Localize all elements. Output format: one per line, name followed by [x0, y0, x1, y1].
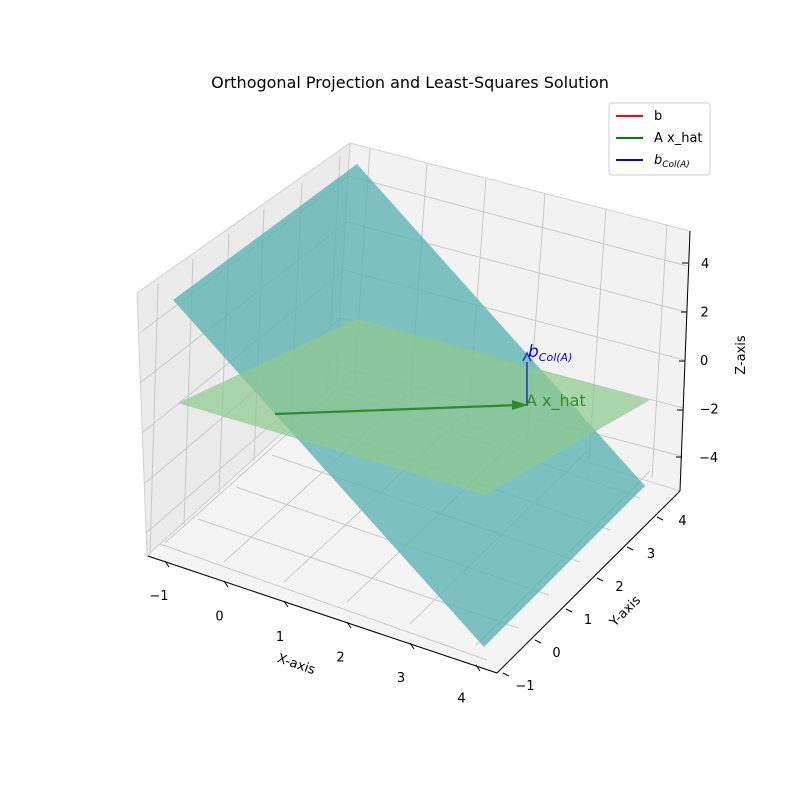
legend: b A x_hat bCol(A): [608, 102, 711, 176]
vector-b-col-arrowhead: [522, 351, 532, 362]
y-tick-labels: −1 0 1 2 3 4: [515, 514, 686, 694]
y-axis-line: [496, 490, 681, 674]
y-tick-label: 4: [678, 514, 686, 529]
z-tick-label: 4: [701, 257, 709, 272]
x-axis-label: X-axis: [275, 651, 317, 678]
x-tick-mark: [475, 664, 481, 672]
legend-box: [608, 102, 711, 176]
grid-left-v: [149, 283, 159, 554]
x-tick-mark: [223, 580, 229, 588]
x-tick-label: 2: [336, 651, 344, 666]
x-tick-labels: −1 0 1 2 3 4: [149, 589, 465, 707]
surfaces: [173, 164, 650, 647]
y-tick-mark: [534, 639, 542, 644]
y-tick-label: 1: [584, 613, 592, 628]
z-tick-label: −4: [699, 451, 718, 466]
legend-items: b A x_hat bCol(A): [616, 109, 703, 170]
vector-ax-hat-arrowhead: [512, 400, 528, 410]
y-tick-label: 2: [615, 580, 623, 595]
z-axis-label: Z-axis: [734, 335, 749, 375]
grid-back-v: [651, 223, 668, 479]
y-tick-label: 0: [552, 646, 560, 661]
x-tick-label: 4: [457, 692, 465, 707]
surface-plane-2: [178, 319, 650, 495]
legend-label: bCol(A): [654, 153, 690, 170]
z-tick-label: −2: [700, 403, 719, 418]
vectors: A x_hat bCol(A): [274, 342, 586, 416]
z-tick-label: 0: [700, 354, 708, 369]
x-tick-label: −1: [149, 589, 168, 604]
x-axis-line: [147, 555, 498, 674]
grid-floor-y: [159, 543, 488, 661]
y-tick-mark: [565, 608, 573, 613]
x-tick-label: 0: [215, 610, 223, 625]
y-tick-label: −1: [515, 679, 534, 694]
z-tick-labels: −4 −2 0 2 4: [699, 257, 719, 466]
annotation-b-col-main: b: [528, 342, 539, 362]
z-tick-label: 2: [701, 306, 709, 321]
y-tick-mark: [656, 516, 664, 521]
legend-label: b: [654, 109, 662, 124]
legend-label: A x_hat: [654, 131, 703, 146]
annotation-ax-hat: A x_hat: [526, 391, 586, 411]
y-axis-label: Y-axis: [606, 593, 644, 631]
x-tick-label: 1: [276, 630, 284, 645]
chart-title: Orthogonal Projection and Least-Squares …: [211, 73, 609, 92]
annotation-b-col-sub: Col(A): [539, 351, 573, 364]
y-tick-label: 3: [647, 547, 655, 562]
x-tick-label: 3: [397, 671, 405, 686]
vector-ax-hat: [274, 403, 521, 416]
x-tick-mark: [283, 600, 289, 608]
x-tick-mark: [164, 560, 170, 568]
y-tick-mark: [626, 546, 634, 551]
y-tick-mark: [502, 672, 510, 677]
tick-marks: [164, 262, 688, 677]
x-tick-mark: [409, 642, 415, 650]
annotation-b-col: bCol(A): [528, 342, 572, 364]
y-tick-mark: [596, 577, 604, 582]
grid-back-h: [348, 175, 688, 267]
x-tick-mark: [346, 621, 352, 629]
